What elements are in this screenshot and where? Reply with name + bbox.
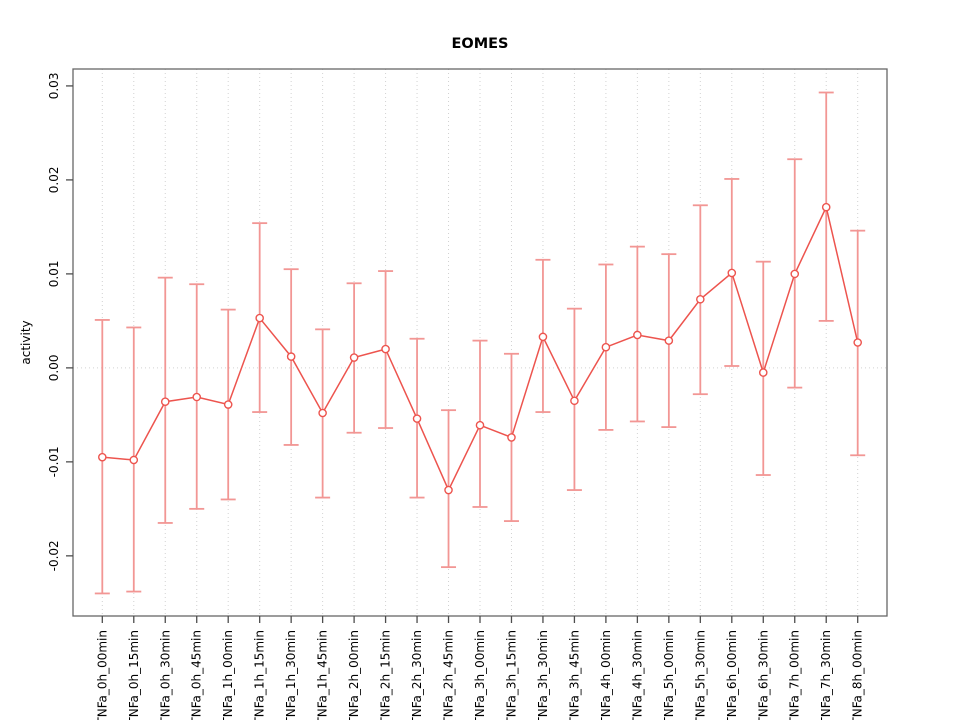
- x-tick-label: TNFa_3h_00min: [473, 630, 487, 720]
- x-tick-label: TNFa_1h_45min: [316, 630, 330, 720]
- x-tick-label: TNFa_8h_00min: [851, 630, 865, 720]
- x-tick-label: TNFa_1h_15min: [253, 630, 267, 720]
- chart-title: EOMES: [451, 36, 508, 52]
- y-tick-label: -0.02: [47, 540, 61, 571]
- x-tick-label: TNFa_0h_45min: [190, 630, 204, 720]
- x-tick-label: TNFa_7h_30min: [819, 630, 833, 720]
- x-tick-label: TNFa_0h_00min: [95, 630, 109, 720]
- x-tick-label: TNFa_3h_30min: [536, 630, 550, 720]
- x-tick-label: TNFa_5h_30min: [693, 630, 707, 720]
- x-tick-label: TNFa_6h_00min: [725, 630, 739, 720]
- x-tick-label: TNFa_7h_00min: [788, 630, 802, 720]
- y-tick-label: 0.00: [47, 355, 61, 382]
- x-tick-label: TNFa_2h_45min: [442, 630, 456, 720]
- y-tick-label: 0.01: [47, 261, 61, 288]
- x-tick-label: TNFa_0h_30min: [158, 630, 172, 720]
- x-tick-label: TNFa_1h_30min: [284, 630, 298, 720]
- x-tick-label: TNFa_5h_00min: [662, 630, 676, 720]
- x-tick-label: TNFa_4h_30min: [630, 630, 644, 720]
- x-tick-label: TNFa_3h_45min: [567, 630, 581, 720]
- x-tick-label: TNFa_2h_00min: [347, 630, 361, 720]
- x-tick-label: TNFa_4h_00min: [599, 630, 613, 720]
- y-tick-label: -0.01: [47, 446, 61, 477]
- y-tick-label: 0.02: [47, 167, 61, 194]
- x-tick-label: TNFa_3h_15min: [504, 630, 518, 720]
- x-tick-label: TNFa_6h_30min: [756, 630, 770, 720]
- y-axis-label: activity: [19, 320, 33, 364]
- axis-ticks: [66, 85, 859, 623]
- y-tick-label: 0.03: [47, 73, 61, 100]
- x-tick-label: TNFa_0h_15min: [127, 630, 141, 720]
- x-tick-label: TNFa_2h_15min: [379, 630, 393, 720]
- x-tick-label: TNFa_1h_00min: [221, 630, 235, 720]
- axis-tick-labels: -0.02 -0.01 0.00 0.01 0.02 0.03 TNFa_0h_00min T…: [47, 73, 865, 720]
- data-point-markers: [98, 202, 862, 495]
- x-tick-label: TNFa_2h_30min: [410, 630, 424, 720]
- error-bars: [94, 91, 866, 595]
